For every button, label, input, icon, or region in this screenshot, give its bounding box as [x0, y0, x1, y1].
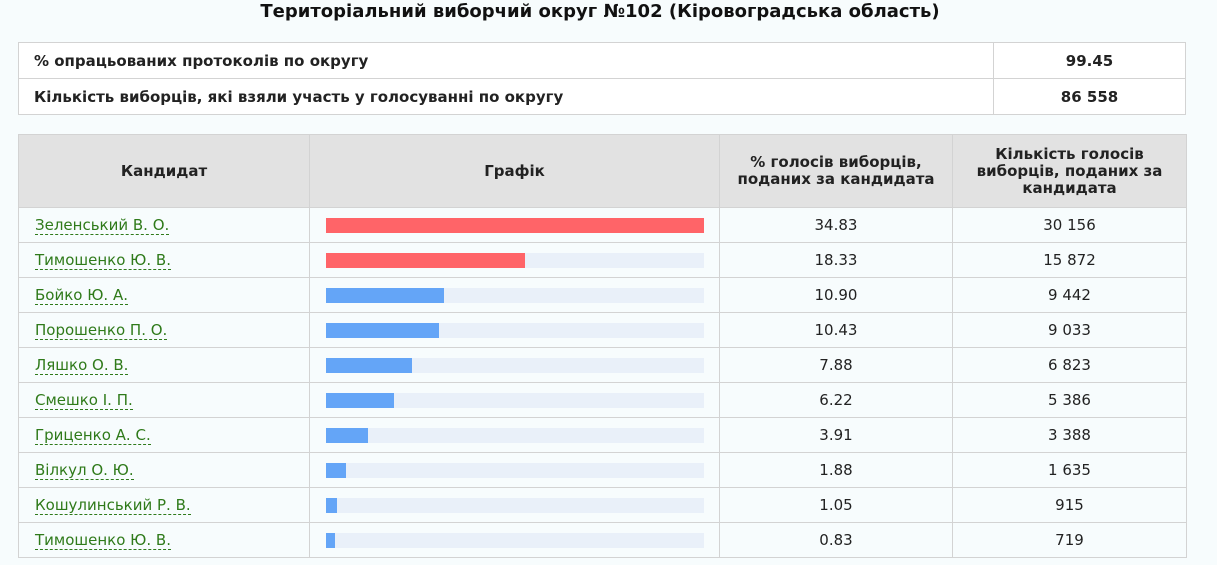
candidate-cell: Бойко Ю. А.: [18, 277, 310, 313]
votes-cell: 30 156: [952, 207, 1187, 243]
percent-cell: 7.88: [719, 347, 953, 383]
table-row: Тимошенко Ю. В. 18.33 15 872: [18, 242, 1187, 278]
candidate-cell: Смешко І. П.: [18, 382, 310, 418]
turnout-value: 86 558: [993, 78, 1186, 115]
percent-cell: 1.05: [719, 487, 953, 523]
candidate-link[interactable]: Ляшко О. В.: [35, 356, 129, 375]
table-row: Зеленський В. О. 34.83 30 156: [18, 207, 1187, 243]
table-row: Тимошенко Ю. В. 0.83 719: [18, 522, 1187, 558]
chart-cell: [309, 242, 720, 278]
candidate-cell: Тимошенко Ю. В.: [18, 242, 310, 278]
header-percent: % голосів виборців, поданих за кандидата: [719, 134, 953, 208]
summary-row-processed: % опрацьованих протоколів по округу 99.4…: [18, 42, 1186, 79]
table-row: Гриценко А. С. 3.91 3 388: [18, 417, 1187, 453]
bar-fill: [326, 252, 525, 268]
candidate-link[interactable]: Вілкул О. Ю.: [35, 461, 134, 480]
chart-cell: [309, 277, 720, 313]
percent-cell: 0.83: [719, 522, 953, 558]
chart-cell: [309, 452, 720, 488]
table-row: Кошулинський Р. В. 1.05 915: [18, 487, 1187, 523]
results-body: Зеленський В. О. 34.83 30 156 Тимошенко Ю. …: [18, 207, 1187, 558]
candidate-link[interactable]: Гриценко А. С.: [35, 426, 151, 445]
table-row: Бойко Ю. А. 10.90 9 442: [18, 277, 1187, 313]
processed-value: 99.45: [993, 42, 1186, 79]
percent-cell: 34.83: [719, 207, 953, 243]
bar-fill: [326, 287, 445, 303]
candidate-link[interactable]: Тимошенко Ю. В.: [35, 531, 171, 550]
bar-fill: [326, 497, 338, 513]
bar-track: [326, 217, 704, 233]
candidate-link[interactable]: Смешко І. П.: [35, 391, 133, 410]
processed-label: % опрацьованих протоколів по округу: [18, 42, 994, 79]
percent-cell: 18.33: [719, 242, 953, 278]
chart-cell: [309, 347, 720, 383]
chart-cell: [309, 207, 720, 243]
page-title: Територіальний виборчий округ №102 (Кіро…: [260, 1, 940, 22]
turnout-label: Кількість виборців, які взяли участь у г…: [18, 78, 994, 115]
header-candidate: Кандидат: [18, 134, 310, 208]
candidate-cell: Тимошенко Ю. В.: [18, 522, 310, 558]
results-table: Кандидат Графік % голосів виборців, пода…: [18, 134, 1187, 558]
bar-track: [326, 252, 704, 268]
percent-cell: 10.90: [719, 277, 953, 313]
bar-fill: [326, 217, 704, 233]
candidate-cell: Ляшко О. В.: [18, 347, 310, 383]
table-row: Порошенко П. О. 10.43 9 033: [18, 312, 1187, 348]
header-votes: Кількість голосів виборців, поданих за к…: [952, 134, 1187, 208]
votes-cell: 9 033: [952, 312, 1187, 348]
summary-table: % опрацьованих протоколів по округу 99.4…: [18, 42, 1186, 115]
votes-cell: 15 872: [952, 242, 1187, 278]
bar-track: [326, 497, 704, 513]
bar-track: [326, 462, 704, 478]
candidate-cell: Вілкул О. Ю.: [18, 452, 310, 488]
bar-track: [326, 532, 704, 548]
bar-track: [326, 322, 704, 338]
candidate-cell: Зеленський В. О.: [18, 207, 310, 243]
candidate-cell: Порошенко П. О.: [18, 312, 310, 348]
table-row: Ляшко О. В. 7.88 6 823: [18, 347, 1187, 383]
bar-fill: [326, 427, 369, 443]
candidate-link[interactable]: Кошулинський Р. В.: [35, 496, 191, 515]
results-header-row: Кандидат Графік % голосів виборців, пода…: [18, 134, 1187, 208]
chart-cell: [309, 487, 720, 523]
chart-cell: [309, 312, 720, 348]
candidate-link[interactable]: Порошенко П. О.: [35, 321, 168, 340]
candidate-link[interactable]: Тимошенко Ю. В.: [35, 251, 171, 270]
votes-cell: 1 635: [952, 452, 1187, 488]
percent-cell: 1.88: [719, 452, 953, 488]
bar-track: [326, 287, 704, 303]
bar-fill: [326, 322, 440, 338]
summary-row-turnout: Кількість виборців, які взяли участь у г…: [18, 78, 1186, 115]
votes-cell: 915: [952, 487, 1187, 523]
chart-cell: [309, 417, 720, 453]
percent-cell: 3.91: [719, 417, 953, 453]
header-chart: Графік: [309, 134, 720, 208]
votes-cell: 3 388: [952, 417, 1187, 453]
percent-cell: 6.22: [719, 382, 953, 418]
table-row: Вілкул О. Ю. 1.88 1 635: [18, 452, 1187, 488]
votes-cell: 6 823: [952, 347, 1187, 383]
bar-track: [326, 392, 704, 408]
candidate-cell: Гриценко А. С.: [18, 417, 310, 453]
votes-cell: 719: [952, 522, 1187, 558]
candidate-link[interactable]: Зеленський В. О.: [35, 216, 170, 235]
bar-fill: [326, 357, 412, 373]
bar-fill: [326, 462, 347, 478]
candidate-link[interactable]: Бойко Ю. А.: [35, 286, 128, 305]
percent-cell: 10.43: [719, 312, 953, 348]
table-row: Смешко І. П. 6.22 5 386: [18, 382, 1187, 418]
votes-cell: 9 442: [952, 277, 1187, 313]
chart-cell: [309, 522, 720, 558]
votes-cell: 5 386: [952, 382, 1187, 418]
bar-track: [326, 427, 704, 443]
bar-track: [326, 357, 704, 373]
bar-fill: [326, 532, 335, 548]
chart-cell: [309, 382, 720, 418]
bar-fill: [326, 392, 394, 408]
candidate-cell: Кошулинський Р. В.: [18, 487, 310, 523]
